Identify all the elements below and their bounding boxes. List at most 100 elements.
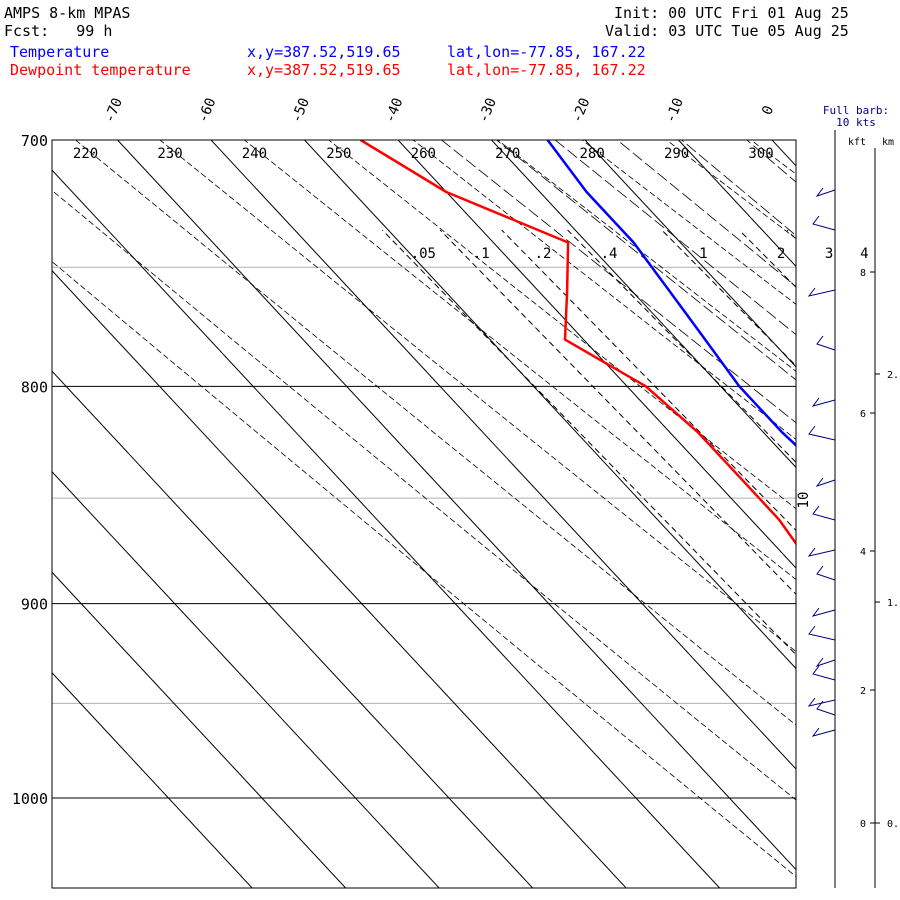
isotherm [52, 169, 721, 888]
dew-latlon: lat,lon=-77.85, 167.22 [447, 61, 646, 79]
mixing-ratio-line [786, 229, 796, 240]
dewpoint-profile [359, 140, 796, 546]
wind-barb [812, 215, 836, 231]
plot-frame [51, 139, 797, 889]
isotherm-label: -20 [569, 96, 593, 125]
isotherm [303, 140, 796, 670]
theta-label: 260 [411, 146, 436, 162]
temp-xy: x,y=387.52,519.65 [247, 43, 401, 61]
isotherm-label: -10 [663, 96, 687, 125]
kft-label: kft [848, 137, 866, 148]
kft-tick-label: 0 [860, 819, 866, 830]
isotherm [584, 140, 796, 368]
isotherm [677, 140, 796, 268]
temp-latlon: lat,lon=-77.85, 167.22 [447, 43, 646, 61]
dry-adiabat [497, 140, 796, 372]
wind-barb [807, 697, 836, 707]
forecast-hour: Fcst: 99 h [4, 22, 113, 40]
theta-label: 300 [748, 146, 773, 162]
theta-label: 290 [664, 146, 689, 162]
wind-barb [815, 477, 836, 487]
pressure-tick-label: 1000 [12, 790, 48, 808]
dry-adiabat [52, 261, 796, 878]
isotherm [397, 140, 796, 569]
barb-key-line1: Full barb: [823, 104, 889, 117]
kft-tick-label: 4 [860, 547, 866, 558]
km-tick-label: 0. [887, 819, 899, 830]
wind-speed-label: 10 [796, 492, 812, 509]
pressure-tick-label: 700 [21, 132, 48, 150]
moist-adiabat [680, 140, 796, 236]
dry-adiabat [328, 140, 796, 510]
mixing-ratio-line [439, 229, 796, 595]
dry-adiabat [74, 140, 796, 726]
dry-adiabat [581, 140, 796, 305]
mixing-ratio-line [874, 230, 900, 897]
temperature-profile [546, 140, 796, 447]
isotherm [771, 140, 796, 167]
theta-label: 250 [326, 146, 351, 162]
isotherm-label: -50 [289, 96, 313, 125]
mixing-ratio-label: .4 [601, 246, 618, 262]
isotherm [52, 470, 440, 888]
mixing-ratio-line [822, 230, 900, 897]
isotherm-label: -40 [382, 96, 406, 125]
theta-label: 270 [495, 146, 520, 162]
wind-barb [816, 565, 836, 581]
mixing-ratio-line [501, 229, 796, 531]
mixing-ratio-label: .2 [535, 246, 552, 262]
kft-tick-label: 2 [860, 686, 866, 697]
wind-barb [812, 665, 836, 681]
wind-barb [811, 727, 836, 737]
init-time: Init: 00 UTC Fri 01 Aug 25 [614, 4, 849, 22]
legend-dewpoint: Dewpoint temperature [10, 61, 191, 79]
mixing-ratio-label: 3 [825, 246, 833, 262]
isotherm-label: 0 [759, 104, 777, 118]
mixing-ratio-label: 1 [699, 246, 707, 262]
barb-key-line2: 10 kts [836, 116, 876, 129]
dew-xy: x,y=387.52,519.65 [247, 61, 401, 79]
dry-adiabat [412, 140, 796, 440]
wind-barb [816, 700, 836, 716]
isotherm-label: -30 [476, 96, 500, 125]
mixing-ratio-line [381, 229, 796, 656]
mixing-ratio-label: 4 [860, 246, 868, 262]
theta-label: 240 [242, 146, 267, 162]
km-tick-label: 2. [887, 370, 899, 381]
kft-tick-label: 6 [860, 409, 866, 420]
wind-barb [816, 335, 836, 351]
isotherm [210, 140, 796, 770]
kft-tick-label: 8 [860, 268, 866, 279]
wind-barb [807, 287, 836, 297]
wind-barb [808, 625, 836, 641]
valid-time: Valid: 03 UTC Tue 05 Aug 25 [605, 22, 849, 40]
moist-adiabat [554, 140, 796, 336]
wind-barb [812, 505, 836, 521]
theta-label: 280 [580, 146, 605, 162]
moist-adiabat [616, 140, 796, 288]
moist-adiabat [843, 114, 900, 889]
wind-barb [815, 187, 836, 197]
mixing-ratio-line [738, 229, 796, 288]
legend-temperature: Temperature [10, 43, 110, 61]
isotherm [52, 672, 253, 888]
wind-barb [808, 425, 836, 441]
model-title: AMPS 8-km MPAS [4, 4, 131, 22]
pressure-tick-label: 900 [21, 596, 48, 614]
mixing-ratio-label: 2 [777, 246, 785, 262]
isotherm-label: -60 [195, 96, 219, 125]
theta-label: 220 [73, 146, 98, 162]
km-tick-label: 1. [887, 598, 899, 609]
moist-adiabat [495, 140, 796, 381]
wind-barb [807, 547, 836, 557]
mixing-ratio-line [567, 229, 796, 464]
isotherm [52, 571, 347, 888]
isotherm [490, 140, 796, 469]
wind-barb [811, 607, 836, 617]
theta-label: 230 [157, 146, 182, 162]
isotherm [853, 127, 900, 897]
dry-adiabat [243, 140, 796, 580]
dry-adiabat [52, 189, 796, 801]
km-label: km [882, 137, 894, 148]
